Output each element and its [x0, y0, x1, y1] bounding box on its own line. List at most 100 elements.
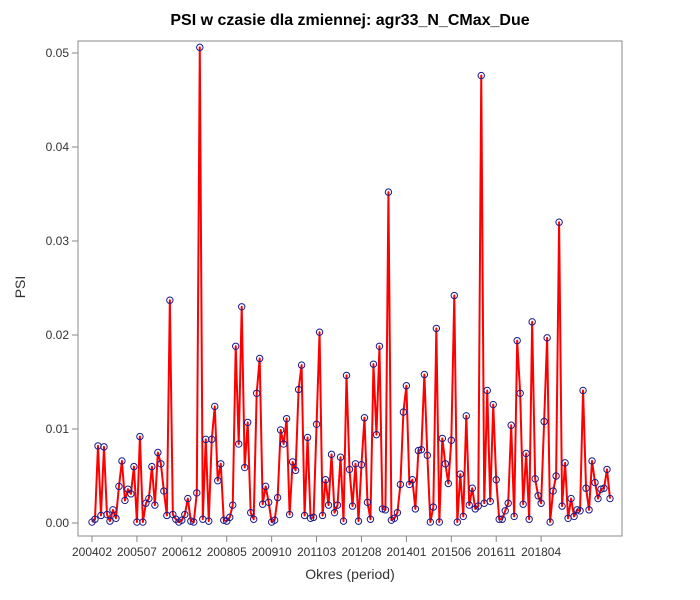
data-point: [214, 477, 222, 485]
data-point: [196, 43, 204, 52]
data-point: [324, 501, 333, 509]
data-point: [100, 443, 108, 451]
data-point: [327, 450, 336, 459]
psi-series: [88, 43, 614, 526]
data-point: [139, 518, 147, 526]
data-point: [423, 451, 432, 460]
data-point: [591, 478, 599, 487]
data-point: [444, 479, 453, 488]
data-point: [531, 475, 539, 483]
y-tick-label: 0.04: [46, 140, 70, 154]
data-point: [441, 460, 450, 468]
data-point: [435, 518, 444, 526]
data-point: [576, 507, 584, 515]
data-point: [498, 515, 506, 523]
data-point: [121, 496, 129, 505]
data-point: [249, 515, 258, 523]
data-point: [549, 487, 557, 495]
data-point: [417, 445, 426, 454]
data-point: [606, 494, 614, 503]
data-point: [321, 476, 330, 484]
y-axis: 0.00 0.01 0.02 0.03 0.04 0.05: [46, 46, 78, 530]
data-point: [468, 484, 476, 492]
data-point: [336, 453, 345, 461]
data-point: [453, 518, 461, 526]
x-tick-label: 201103: [297, 545, 336, 559]
data-point: [357, 461, 366, 469]
data-point: [537, 499, 545, 507]
data-point: [348, 502, 357, 510]
data-point: [136, 432, 144, 441]
data-point: [318, 511, 327, 520]
data-point: [238, 303, 246, 311]
data-point: [384, 188, 393, 196]
data-point: [432, 324, 441, 333]
data-point: [555, 218, 563, 226]
data-point: [492, 476, 500, 484]
data-point: [309, 513, 318, 522]
data-point: [190, 518, 198, 526]
data-point: [220, 516, 228, 524]
data-point: [264, 498, 273, 507]
data-point: [112, 514, 120, 522]
x-tick-label: 201804: [521, 545, 561, 559]
data-point: [543, 334, 551, 342]
data-point: [462, 412, 470, 420]
data-point: [507, 421, 515, 429]
data-point: [456, 470, 464, 478]
data-point: [181, 510, 189, 519]
data-point: [160, 487, 168, 495]
data-point: [241, 463, 249, 472]
data-point: [276, 426, 285, 434]
data-point: [477, 71, 485, 80]
data-point: [154, 448, 162, 457]
data-point: [402, 382, 411, 390]
data-point: [252, 389, 261, 397]
data-point: [285, 510, 294, 519]
data-point: [354, 517, 363, 525]
data-point: [540, 417, 548, 426]
x-tick-label: 200612: [162, 545, 202, 559]
data-point: [205, 517, 213, 525]
x-tick-label: 200910: [252, 545, 292, 559]
data-point: [504, 499, 512, 507]
data-point: [546, 518, 554, 526]
data-point: [594, 494, 602, 503]
data-point: [345, 465, 354, 474]
data-point: [489, 400, 497, 409]
data-point: [235, 440, 243, 448]
series-line: [91, 46, 611, 524]
data-point: [297, 361, 306, 369]
data-point: [106, 517, 114, 525]
data-point: [303, 433, 312, 442]
x-tick-label: 201208: [341, 545, 381, 559]
data-point: [525, 515, 533, 523]
y-tick-label: 0.03: [46, 234, 70, 248]
x-tick-label: 201401: [386, 545, 426, 559]
data-point: [244, 418, 252, 427]
data-point: [378, 505, 387, 513]
data-point: [552, 472, 560, 480]
data-point: [393, 508, 402, 517]
data-point: [396, 480, 405, 489]
data-point: [151, 501, 159, 509]
data-point: [558, 502, 566, 510]
data-point: [534, 492, 542, 500]
data-point: [208, 435, 216, 444]
data-point: [420, 370, 429, 379]
data-point: [187, 517, 195, 525]
plot-area-frame: [77, 40, 623, 537]
y-tick-label: 0.01: [46, 422, 70, 436]
data-point: [279, 440, 288, 448]
data-point: [459, 512, 467, 521]
data-point: [414, 446, 423, 455]
data-point: [360, 414, 369, 422]
data-point: [579, 386, 587, 395]
data-point: [522, 449, 530, 458]
data-point: [273, 493, 282, 502]
data-point: [519, 500, 527, 508]
data-point: [570, 512, 578, 521]
y-tick-label: 0.02: [46, 328, 70, 342]
data-point: [573, 506, 581, 514]
data-point: [426, 518, 435, 526]
